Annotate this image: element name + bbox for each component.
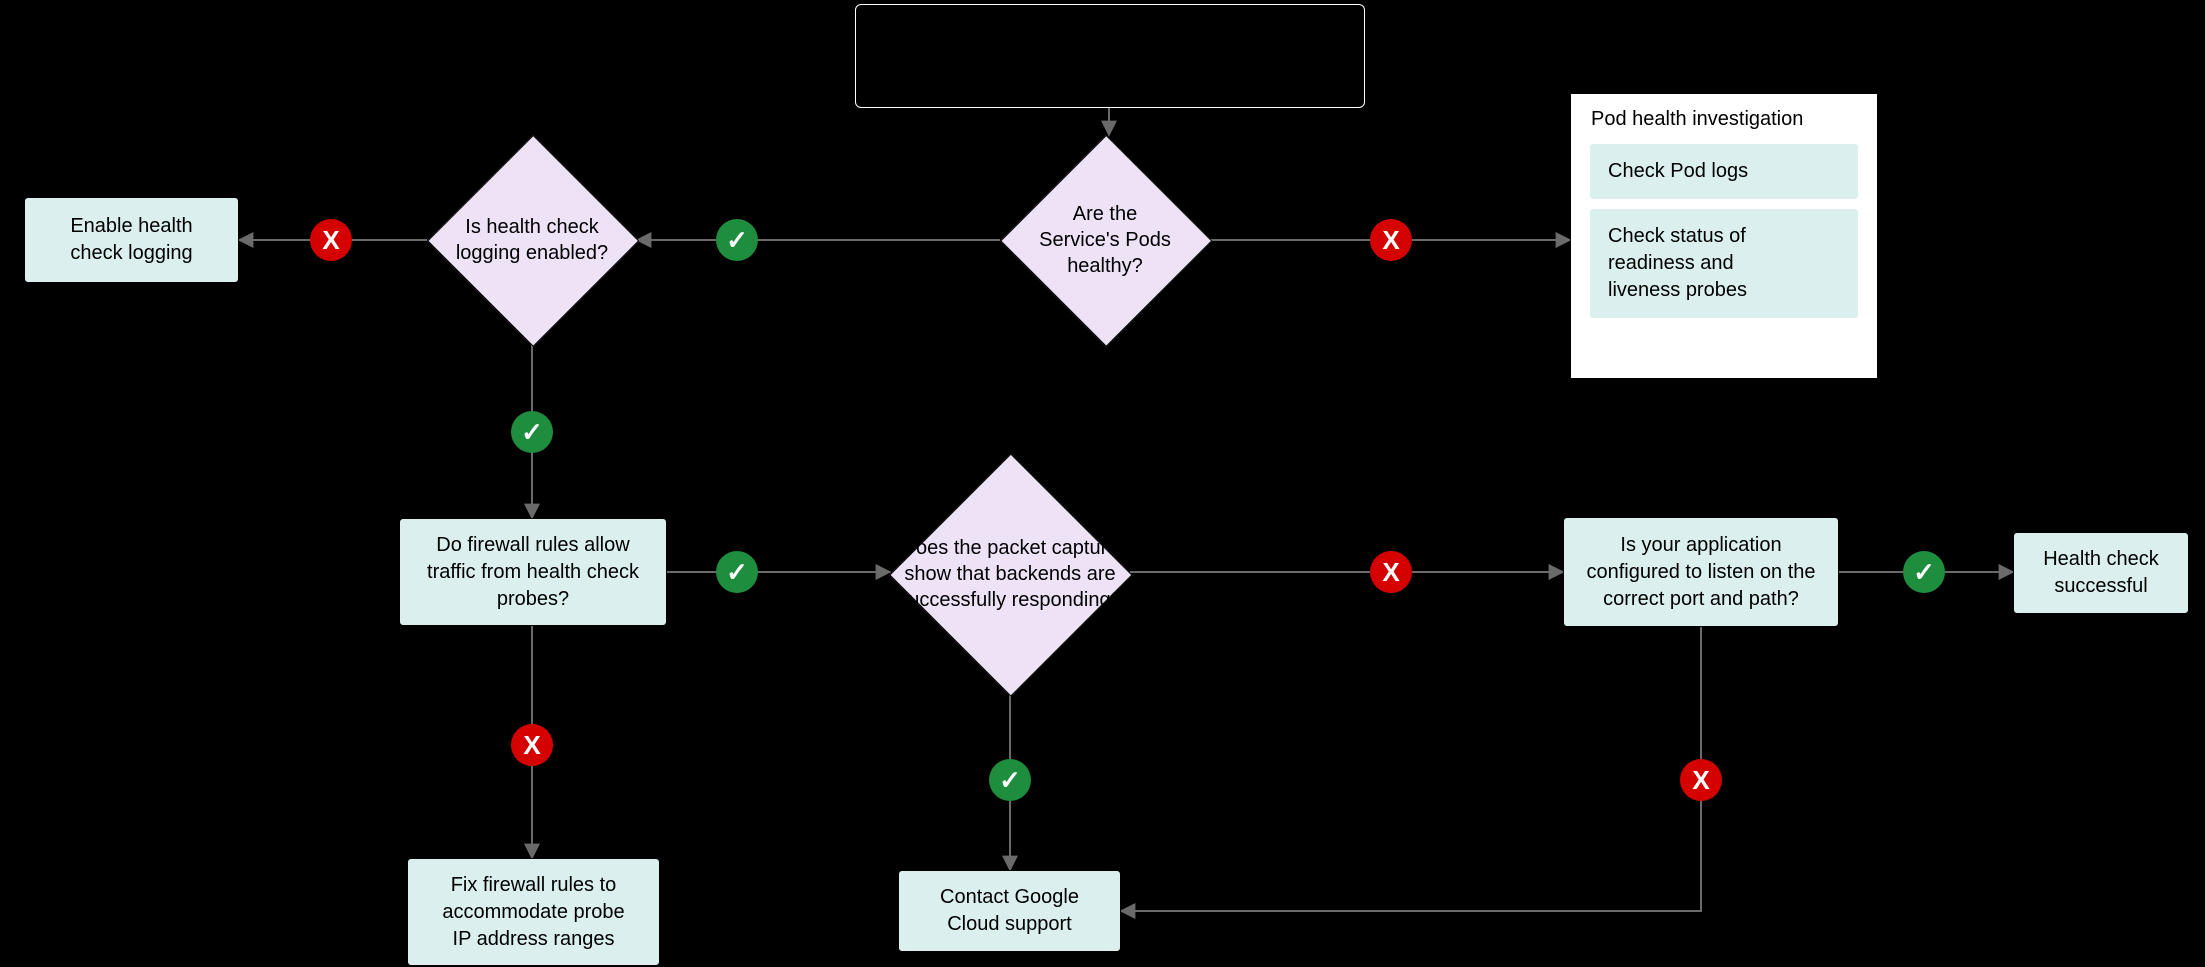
rect-label: Fix firewall rules toaccommodate probeIP… (442, 872, 624, 953)
no-badge: X (310, 219, 352, 261)
flowchart-canvas: Are theService's Podshealthy? Is health c… (0, 0, 2205, 967)
rect-label: Contact GoogleCloud support (940, 884, 1079, 938)
rect-label: Is your applicationconfigured to listen … (1586, 532, 1815, 613)
edge-path (1121, 627, 1701, 911)
rect-node-firewall_rules: Do firewall rules allowtraffic from heal… (399, 518, 667, 626)
yes-badge: ✓ (1903, 551, 1945, 593)
yes-badge: ✓ (716, 551, 758, 593)
yes-badge: ✓ (511, 411, 553, 453)
no-badge: X (1370, 551, 1412, 593)
rect-node-fix_firewall: Fix firewall rules toaccommodate probeIP… (407, 858, 660, 966)
rect-node-contact_support: Contact GoogleCloud support (898, 870, 1121, 952)
rect-node-app_configured: Is your applicationconfigured to listen … (1563, 517, 1839, 627)
rect-label: Health checksuccessful (2043, 546, 2159, 600)
rect-label: Enable healthcheck logging (70, 213, 192, 267)
rect-node-hc_success: Health checksuccessful (2013, 532, 2189, 614)
no-badge: X (1370, 219, 1412, 261)
diamond-node-logging_enabled: Is health checklogging enabled? (458, 166, 606, 314)
panel-pod_panel: Pod health investigation Check Pod logs Ch… (1570, 93, 1878, 379)
diamond-label: Are theService's Podshealthy? (969, 135, 1242, 345)
diamond-label: Does the packet captureshow that backend… (854, 454, 1166, 694)
panel-item: Check Pod logs (1589, 143, 1859, 200)
rect-label: Do firewall rules allowtraffic from heal… (427, 532, 639, 613)
no-badge: X (1680, 759, 1722, 801)
diamond-node-pods_healthy: Are theService's Podshealthy? (1031, 166, 1179, 314)
no-badge: X (511, 724, 553, 766)
yes-badge: ✓ (989, 759, 1031, 801)
diamond-label: Is health checklogging enabled? (396, 135, 669, 345)
panel-item: Check status ofreadiness andliveness pro… (1589, 208, 1859, 319)
start-box (855, 4, 1365, 108)
diamond-node-packet_capture: Does the packet captureshow that backend… (925, 489, 1095, 659)
rect-node-enable_logging: Enable healthcheck logging (24, 197, 239, 283)
panel-title: Pod health investigation (1591, 108, 1863, 131)
yes-badge: ✓ (716, 219, 758, 261)
